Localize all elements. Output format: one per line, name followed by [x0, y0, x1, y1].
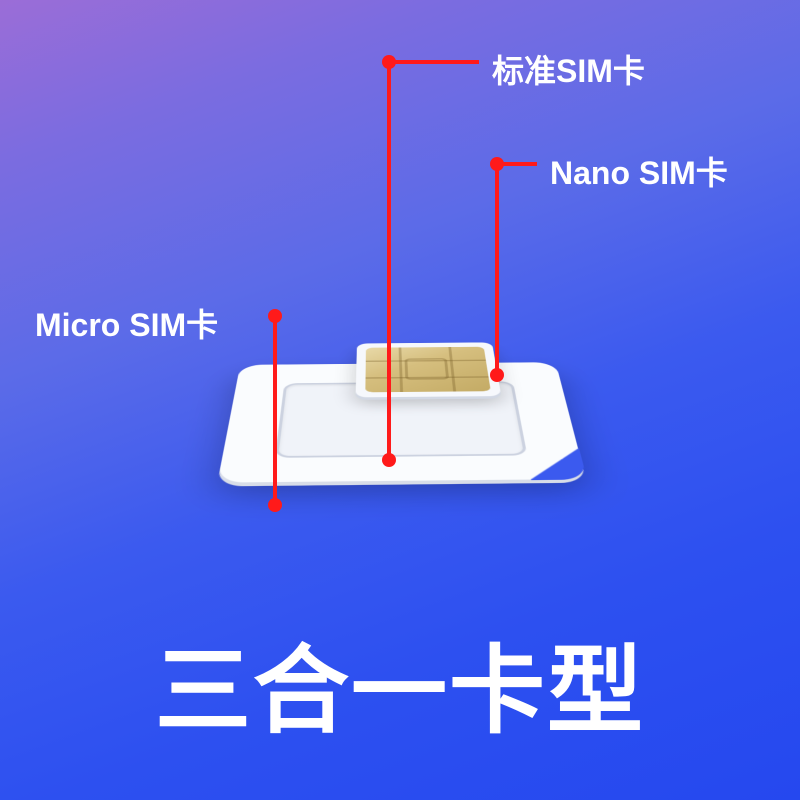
micro-line-vert — [273, 316, 277, 505]
micro-label: Micro SIM卡 — [35, 300, 218, 346]
standard-label: 标准SIM卡 — [492, 46, 645, 92]
standard-line-horiz — [389, 60, 479, 64]
nano-line-vert — [495, 164, 499, 375]
micro-dot-bottom — [268, 498, 282, 512]
sim-chip — [365, 347, 490, 393]
nano-line-horiz — [497, 162, 537, 166]
nano-label: Nano SIM卡 — [550, 148, 728, 194]
nano-sim-card — [356, 342, 502, 397]
standard-dot-bottom — [382, 453, 396, 467]
main-title: 三合一卡型 — [155, 613, 645, 752]
standard-line-vert — [387, 62, 391, 460]
nano-dot-bottom — [490, 368, 504, 382]
